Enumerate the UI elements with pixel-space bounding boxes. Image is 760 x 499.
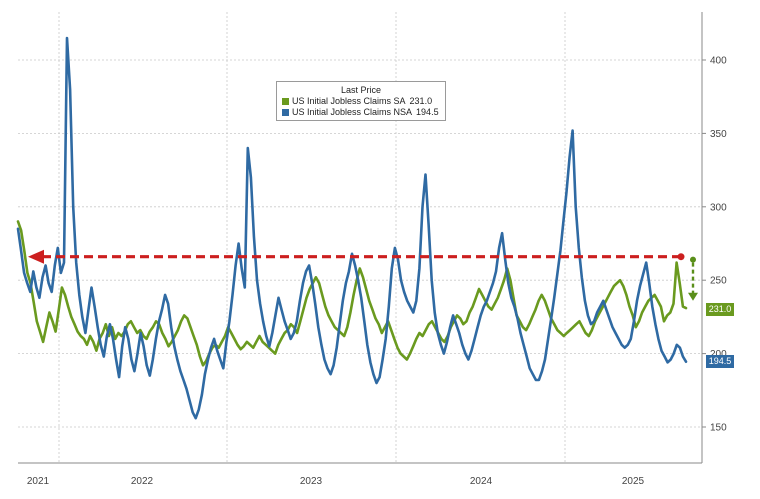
drop-arrow-tail-dot: [690, 256, 696, 263]
legend: Last Price US Initial Jobless Claims SA …: [276, 81, 446, 121]
y-tick-label: 200: [710, 349, 727, 360]
series-line-sa: [16, 220, 688, 367]
legend-value-sa: 231.0: [409, 96, 433, 106]
series-layer: [16, 36, 688, 420]
drop-arrowhead: [688, 292, 698, 301]
legend-label-sa: US Initial Jobless Claims SA: [292, 96, 406, 106]
x-axis: 2021 2022 2023 2024 2025: [18, 462, 702, 487]
y-tick-label: 250: [710, 276, 727, 287]
x-tick-label: 2024: [470, 476, 493, 487]
legend-item-sa: US Initial Jobless Claims SA 231.0: [277, 96, 445, 107]
reference-arrow-tail-dot: [677, 253, 685, 261]
last-value-badge-nsa: 194.5: [706, 355, 734, 368]
y-tick-label: 400: [710, 56, 727, 67]
x-tick-label: 2023: [300, 476, 323, 487]
x-tick-label: 2025: [622, 476, 645, 487]
legend-title: Last Price: [340, 85, 382, 95]
x-tick-label: 2022: [131, 476, 154, 487]
y-axis: 150 200 250 300 350 400: [701, 12, 727, 463]
legend-swatch-sa: [282, 98, 289, 105]
last-value-badge-sa: 231.0: [706, 303, 734, 316]
y-tick-label: 300: [710, 202, 727, 213]
reference-arrowhead: [28, 249, 44, 264]
gridlines: [18, 12, 702, 463]
legend-label-nsa: US Initial Jobless Claims NSA: [292, 107, 413, 117]
legend-item-nsa: US Initial Jobless Claims NSA 194.5: [277, 107, 445, 118]
annotation-layer: [28, 249, 698, 301]
y-tick-label: 150: [710, 423, 727, 434]
series-line-nsa: [16, 36, 688, 420]
y-tick-label: 350: [710, 129, 727, 140]
legend-swatch-nsa: [282, 109, 289, 116]
x-tick-label: 2021: [27, 476, 50, 487]
legend-value-nsa: 194.5: [416, 107, 439, 117]
